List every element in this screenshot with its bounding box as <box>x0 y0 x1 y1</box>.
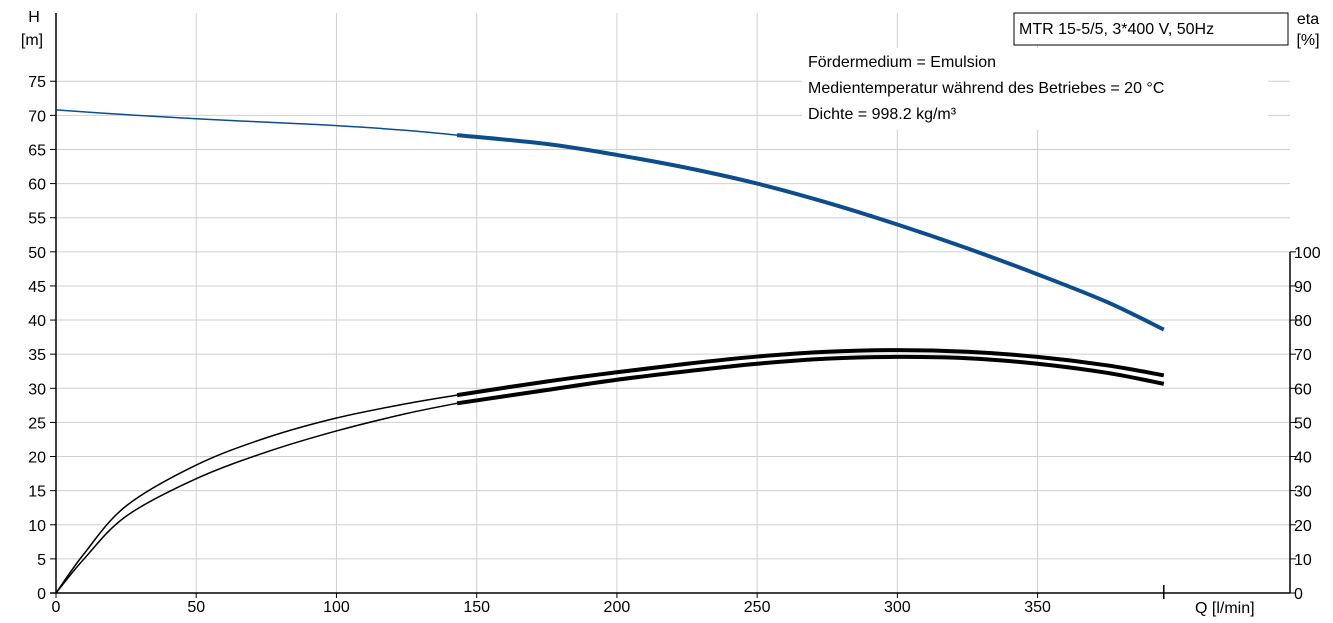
y-right-tick-label: 30 <box>1294 484 1312 501</box>
series-1-curve-operating <box>456 354 1165 406</box>
annotation-temperature: Medientemperatur während des Betriebes =… <box>808 80 1164 97</box>
y-right-tick-label: 60 <box>1294 381 1312 398</box>
y-left-tick-label: 20 <box>28 450 46 467</box>
y-right-label-1: eta <box>1297 11 1319 28</box>
y-right-tick-label: 50 <box>1294 415 1312 432</box>
tick-labels: 0 5 10 15 20 25 30 35 40 45 50 55 60 65 70 75 0 10 20 30 40 5… <box>28 74 1321 616</box>
y-right-tick-label: 80 <box>1294 313 1312 330</box>
x-tick-label: 250 <box>744 599 771 616</box>
x-tick-label: 200 <box>604 599 631 616</box>
axes <box>50 13 1296 599</box>
y-right-tick-label: 70 <box>1294 347 1312 364</box>
y-left-tick-label: 60 <box>28 177 46 194</box>
series-0-curve-operating <box>456 133 1165 332</box>
y-left-tick-label: 65 <box>28 142 46 159</box>
y-left-tick-label: 35 <box>28 347 46 364</box>
y-left-tick-label: 45 <box>28 279 46 296</box>
y-right-label-2: [%] <box>1296 32 1319 49</box>
x-tick-label: 150 <box>463 599 490 616</box>
annotation-density: Dichte = 998.2 kg/m³ <box>808 106 957 123</box>
y-left-tick-label: 5 <box>37 552 46 569</box>
y-left-tick-label: 40 <box>28 313 46 330</box>
y-left-tick-label: 75 <box>28 74 46 91</box>
y-left-tick-label: 50 <box>28 245 46 262</box>
x-tick-label: 50 <box>187 599 205 616</box>
series-0-curve-extended <box>55 109 458 136</box>
y-right-tick-label: 0 <box>1294 586 1303 603</box>
y-left-tick-label: 70 <box>28 108 46 125</box>
title-box <box>1013 12 1289 46</box>
title-box-text: MTR 15-5/5, 3*400 V, 50Hz <box>1019 21 1214 38</box>
annotation-medium: Fördermedium = Emulsion <box>808 54 996 71</box>
x-tick-label: 0 <box>52 599 61 616</box>
x-tick-label: 100 <box>323 599 350 616</box>
y-left-tick-label: 30 <box>28 381 46 398</box>
y-left-tick-label: 55 <box>28 211 46 228</box>
series-2-curve-operating <box>456 348 1165 398</box>
annotation-background <box>802 48 1268 130</box>
y-left-tick-label: 15 <box>28 484 46 501</box>
y-right-tick-label: 100 <box>1294 245 1321 262</box>
y-right-tick-label: 20 <box>1294 518 1312 535</box>
y-left-tick-label: 10 <box>28 518 46 535</box>
series-2-curve-extended <box>55 394 458 594</box>
x-tick-label: 350 <box>1024 599 1051 616</box>
y-right-tick-label: 10 <box>1294 552 1312 569</box>
y-left-tick-label: 0 <box>37 586 46 603</box>
y-left-label-2: [m] <box>21 32 43 49</box>
x-axis-label: Q [l/min] <box>1195 600 1255 617</box>
series-1-curve-extended <box>55 402 458 594</box>
y-left-label-1: H <box>28 9 40 26</box>
x-tick-label: 300 <box>884 599 911 616</box>
curves <box>55 109 1165 594</box>
y-right-tick-label: 90 <box>1294 279 1312 296</box>
y-left-tick-label: 25 <box>28 415 46 432</box>
y-right-tick-label: 40 <box>1294 450 1312 467</box>
